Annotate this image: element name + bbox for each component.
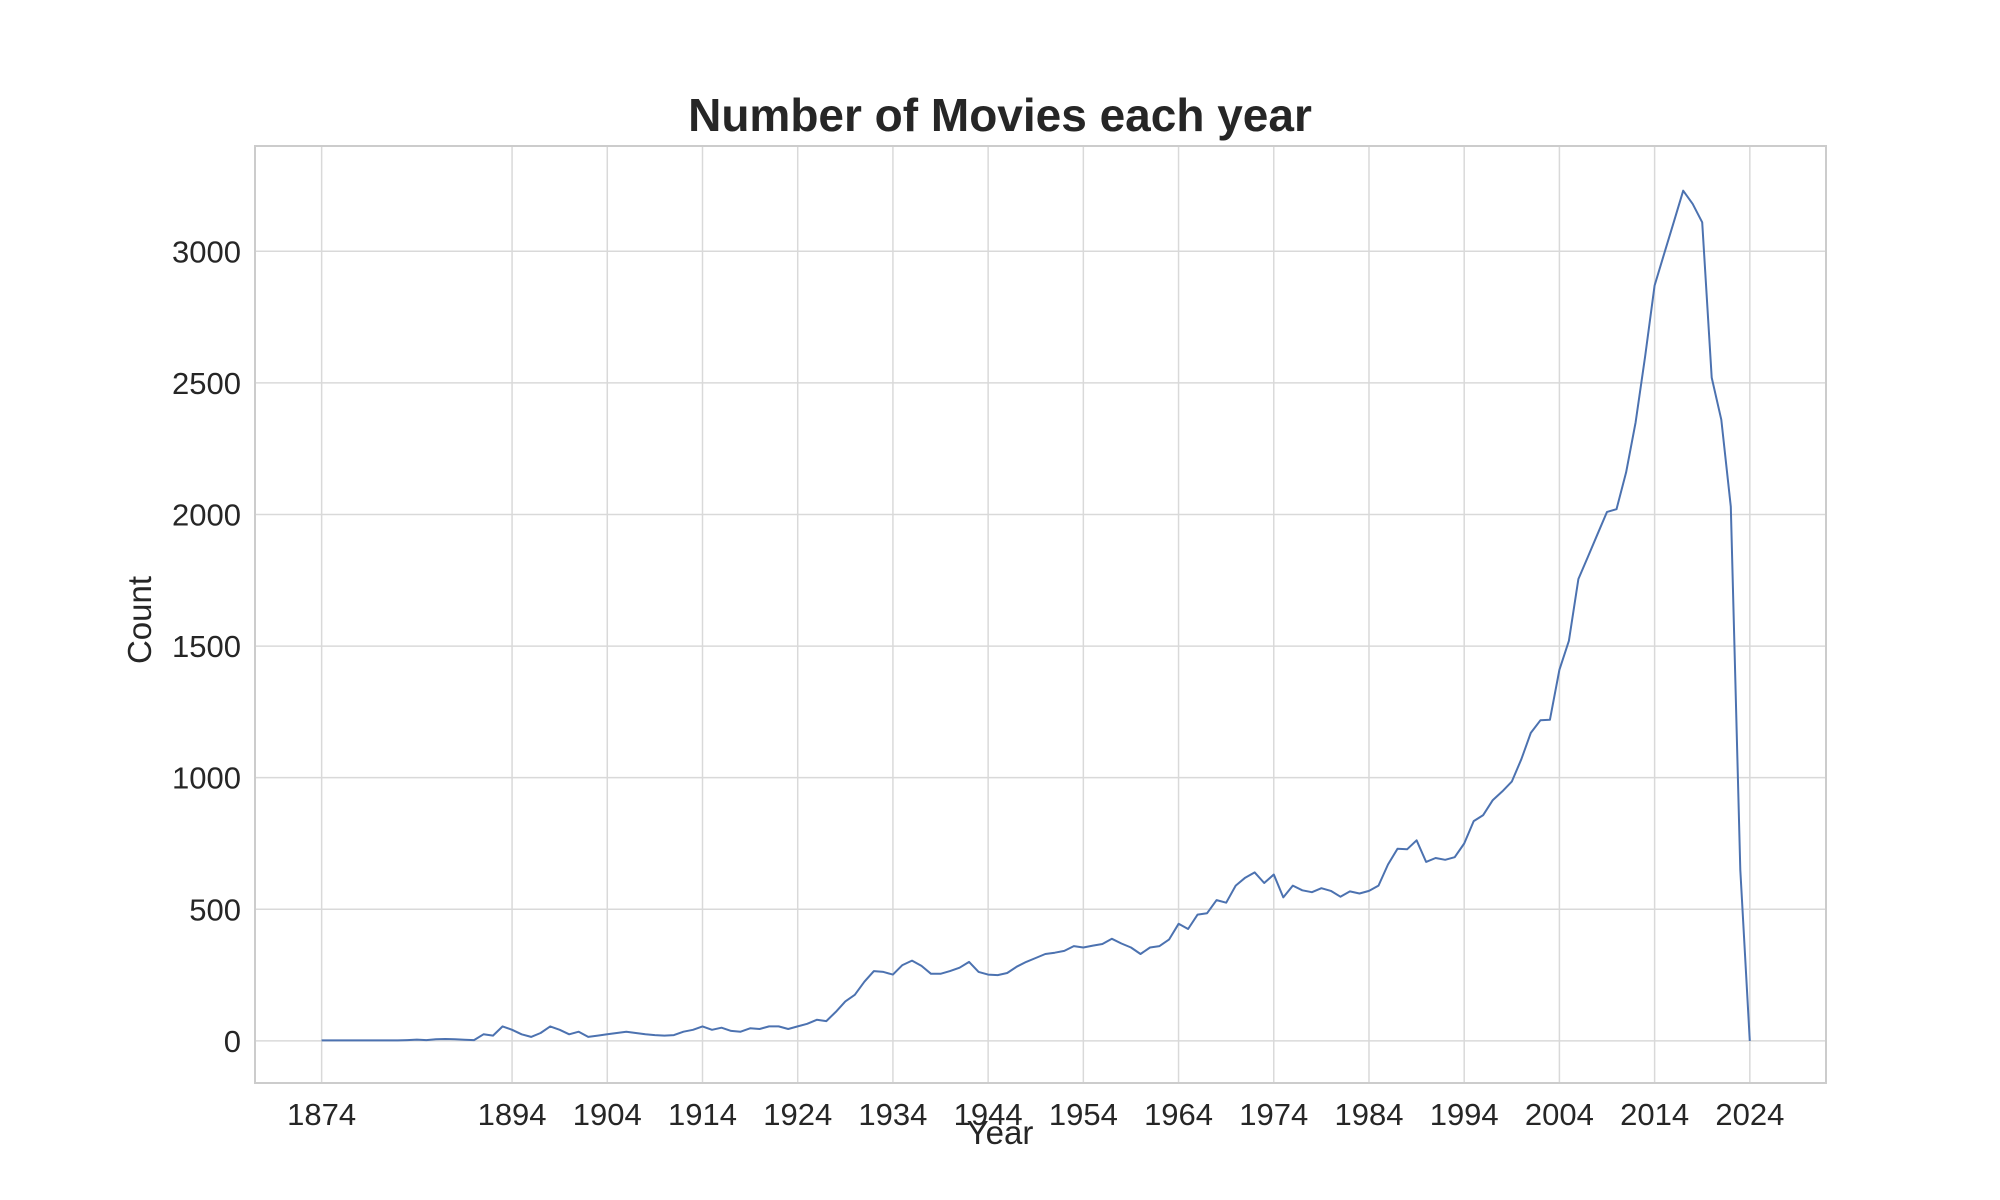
plot-frame — [254, 145, 1827, 1084]
y-tick-label: 500 — [189, 892, 241, 927]
x-tick-label: 1994 — [1430, 1097, 1499, 1132]
y-tick-label: 3000 — [172, 234, 241, 269]
series-line — [321, 189, 1751, 1042]
x-tick-label: 1914 — [668, 1097, 737, 1132]
x-tick-label: 1924 — [763, 1097, 832, 1132]
y-tick-label: 0 — [224, 1024, 241, 1059]
x-tick-label: 1874 — [287, 1097, 356, 1132]
x-tick-label: 1974 — [1239, 1097, 1308, 1132]
x-tick-label: 1934 — [858, 1097, 927, 1132]
y-tick-label: 2500 — [172, 366, 241, 401]
x-axis-label: Year — [966, 1114, 1034, 1151]
x-tick-label: 2024 — [1715, 1097, 1784, 1132]
y-tick-label: 1500 — [172, 629, 241, 664]
x-tick-label: 2014 — [1620, 1097, 1689, 1132]
chart-title: Number of Movies each year — [688, 89, 1312, 141]
y-tick-label: 2000 — [172, 497, 241, 532]
tick-labels: 1874 1894 1904 1914 1924 1934 1944 1954 1964 1974… — [172, 234, 1784, 1132]
grid-lines — [255, 146, 1826, 1083]
y-axis-label: Count — [121, 575, 158, 665]
x-tick-label: 1944 — [954, 1097, 1023, 1132]
x-tick-label: 1984 — [1334, 1097, 1403, 1132]
y-tick-label: 1000 — [172, 761, 241, 796]
x-tick-label: 2004 — [1525, 1097, 1594, 1132]
x-tick-label: 1894 — [478, 1097, 547, 1132]
x-tick-label: 1954 — [1049, 1097, 1118, 1132]
x-tick-label: 1904 — [573, 1097, 642, 1132]
x-tick-label: 1964 — [1144, 1097, 1213, 1132]
